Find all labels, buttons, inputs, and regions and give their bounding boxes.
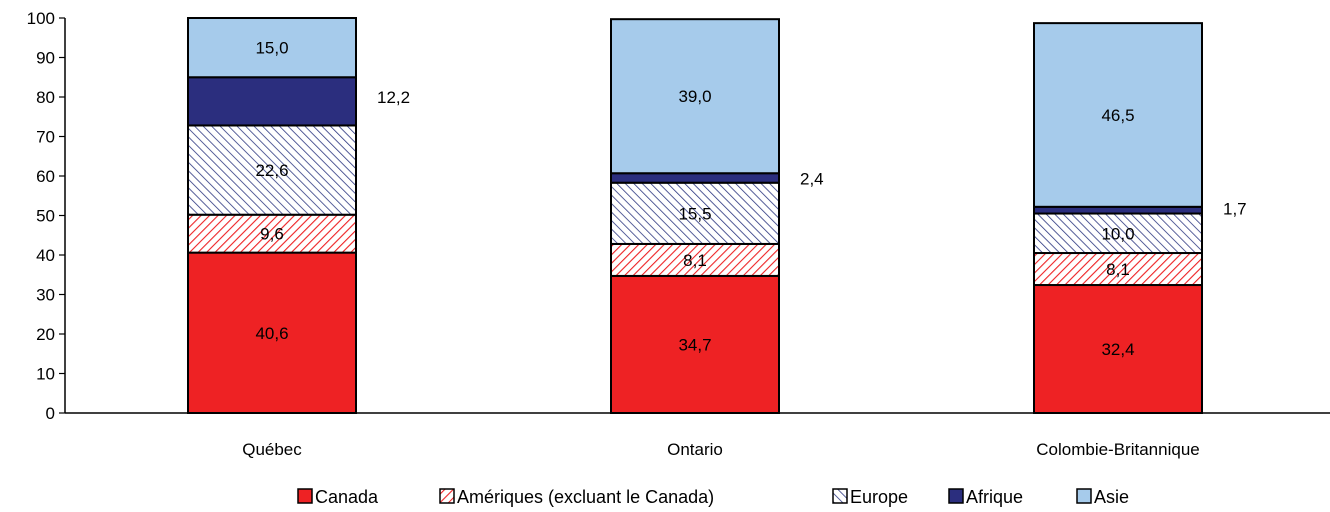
legend-swatch xyxy=(948,488,964,504)
bar-segment-canada xyxy=(187,251,357,414)
data-label: 34,7 xyxy=(678,335,711,354)
y-tick-label: 90 xyxy=(36,49,55,68)
data-label: 46,5 xyxy=(1101,106,1134,125)
data-label: 8,1 xyxy=(683,251,707,270)
y-tick-label: 80 xyxy=(36,88,55,107)
legend-label: Afrique xyxy=(966,487,1023,507)
data-label: 15,0 xyxy=(255,39,288,58)
legend-label: Amériques (excluant le Canada) xyxy=(457,487,714,507)
legend-label: Canada xyxy=(315,487,379,507)
legend-swatch xyxy=(832,488,848,504)
legend-swatch xyxy=(1076,488,1092,504)
y-tick-label: 60 xyxy=(36,167,55,186)
bar-segment-europe xyxy=(610,181,780,245)
data-label: 2,4 xyxy=(800,170,824,189)
data-label: 1,7 xyxy=(1223,199,1247,218)
bar-segment-asie xyxy=(610,18,780,175)
bar-segment-am-riques-excluant-le-canada xyxy=(187,213,357,254)
legend: Canada Amériques (excluant le Canada) Euro… xyxy=(297,487,1129,507)
y-tick-label: 0 xyxy=(46,404,55,423)
data-label: 8,1 xyxy=(1106,260,1130,279)
data-label: 10,0 xyxy=(1101,224,1134,243)
data-label: 15,5 xyxy=(678,204,711,223)
category-label: Ontario xyxy=(667,440,723,459)
data-label: 22,6 xyxy=(255,161,288,180)
bar-segment-asie xyxy=(1033,22,1203,208)
data-label: 32,4 xyxy=(1101,340,1134,359)
legend-label: Europe xyxy=(850,487,908,507)
bar-segment-am-riques-excluant-le-canada xyxy=(610,242,780,277)
data-label: 9,6 xyxy=(260,225,284,244)
bar-segment-asie xyxy=(187,17,357,79)
bar-segment-afrique xyxy=(1033,205,1203,215)
bar-segment-europe xyxy=(187,124,357,216)
y-tick-label: 30 xyxy=(36,286,55,305)
plot-area: 0 10 20 30 40 50 60 70 80 90 100 40,6 9,6 22,6 12,2 15,… xyxy=(27,9,1330,459)
y-tick-label: 10 xyxy=(36,365,55,384)
bar-segment-afrique xyxy=(610,172,780,184)
y-tick-label: 40 xyxy=(36,246,55,265)
data-label: 40,6 xyxy=(255,324,288,343)
bar-segment-canada xyxy=(1033,284,1203,414)
bar-segment-afrique xyxy=(187,76,357,127)
y-tick-label: 100 xyxy=(27,9,55,28)
y-tick-label: 70 xyxy=(36,128,55,147)
legend-swatch xyxy=(439,488,455,504)
bar-segment-canada xyxy=(610,274,780,414)
legend-swatch xyxy=(297,488,313,504)
data-label: 12,2 xyxy=(377,88,410,107)
y-tick-label: 50 xyxy=(36,207,55,226)
category-label: Colombie-Britannique xyxy=(1036,440,1199,459)
legend-label: Asie xyxy=(1094,487,1129,507)
y-tick-label: 20 xyxy=(36,325,55,344)
bar-segment-am-riques-excluant-le-canada xyxy=(1033,252,1203,287)
data-label: 39,0 xyxy=(678,87,711,106)
category-label: Québec xyxy=(242,440,302,459)
